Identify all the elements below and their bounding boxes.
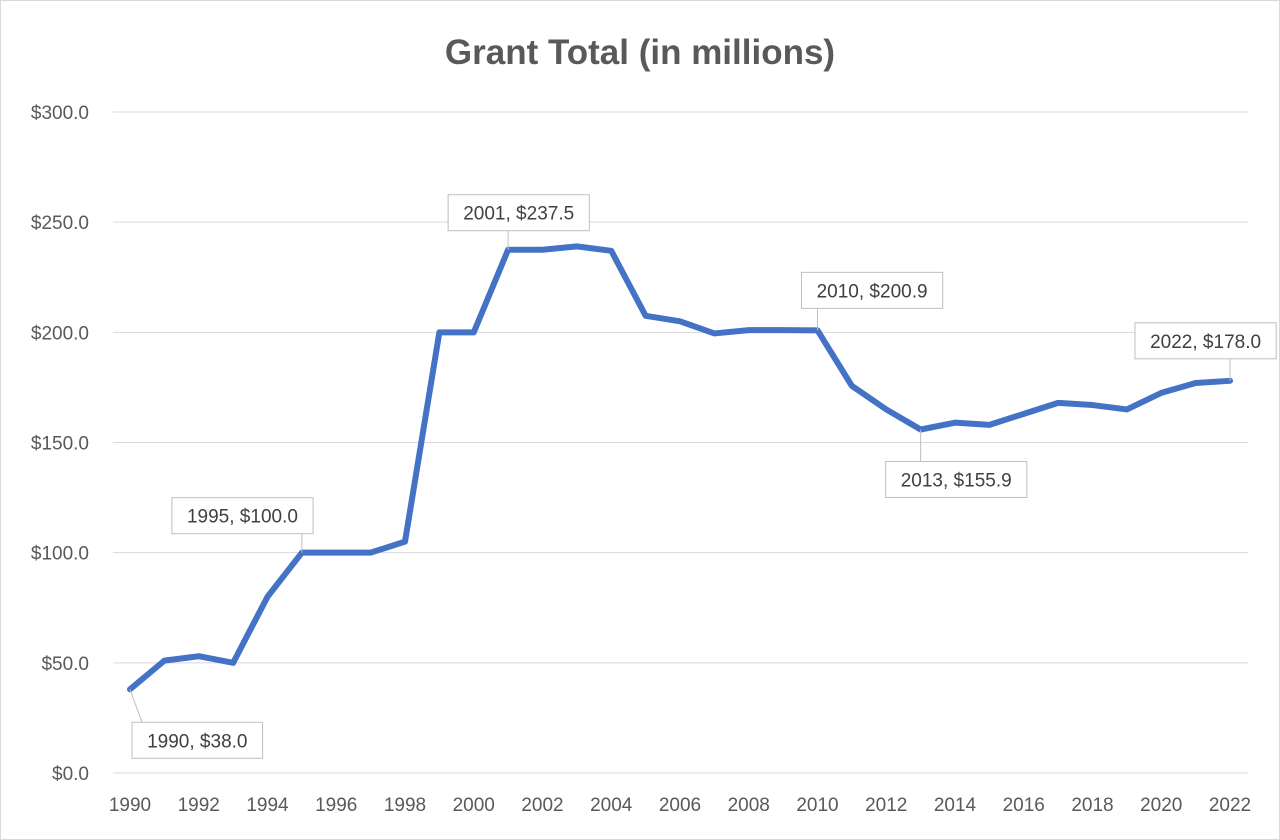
data-labels: 1990, $38.0 1995, $100.0 2001, $237.5 2010,… bbox=[129, 194, 1277, 759]
x-tick-label: 2016 bbox=[1003, 795, 1045, 816]
series-line bbox=[127, 243, 1233, 693]
series bbox=[127, 243, 1233, 693]
data-label: 2013, $155.9 bbox=[885, 429, 1028, 499]
label-box bbox=[885, 461, 1028, 499]
label-text: 1990, $38.0 bbox=[147, 731, 247, 752]
x-tick-label: 1992 bbox=[178, 795, 220, 816]
x-tick-label: 2012 bbox=[865, 795, 907, 816]
x-tick-label: 1994 bbox=[246, 795, 289, 816]
label-text: 2022, $178.0 bbox=[1150, 332, 1261, 353]
y-tick-label: $200.0 bbox=[31, 323, 89, 344]
x-axis-ticks: 1990 1992 1994 1996 1998 2000 2002 2004 2006 2008… bbox=[109, 795, 1251, 816]
y-tick-label: $50.0 bbox=[41, 654, 89, 675]
label-box bbox=[801, 271, 944, 309]
label-text: 2010, $200.9 bbox=[817, 281, 928, 302]
x-tick-label: 1996 bbox=[315, 795, 357, 816]
x-tick-label: 2000 bbox=[453, 795, 495, 816]
chart-title: Grant Total (in millions) bbox=[445, 33, 835, 72]
data-label: 1995, $100.0 bbox=[171, 497, 314, 553]
x-tick-label: 1998 bbox=[384, 795, 426, 816]
label-text: 2013, $155.9 bbox=[901, 471, 1012, 492]
callout-line bbox=[129, 689, 143, 723]
x-tick-label: 1990 bbox=[109, 795, 151, 816]
data-label: 1990, $38.0 bbox=[129, 689, 264, 759]
y-tick-label: $0.0 bbox=[52, 764, 89, 785]
label-box bbox=[447, 194, 590, 232]
y-axis-ticks: $0.0 $50.0 $100.0 $150.0 $200.0 $250.0 $300.0 bbox=[31, 103, 89, 785]
data-label: 2001, $237.5 bbox=[447, 194, 590, 250]
gridlines bbox=[113, 111, 1248, 774]
y-tick-label: $300.0 bbox=[31, 103, 89, 124]
data-label: 2022, $178.0 bbox=[1134, 322, 1277, 381]
label-text: 1995, $100.0 bbox=[187, 507, 298, 528]
x-tick-label: 2014 bbox=[934, 795, 977, 816]
y-tick-label: $250.0 bbox=[31, 213, 89, 234]
x-tick-label: 2022 bbox=[1209, 795, 1251, 816]
y-tick-label: $150.0 bbox=[31, 434, 89, 455]
x-tick-label: 2008 bbox=[728, 795, 770, 816]
y-tick-label: $100.0 bbox=[31, 544, 89, 565]
label-text: 2001, $237.5 bbox=[463, 204, 574, 225]
x-tick-label: 2020 bbox=[1140, 795, 1182, 816]
label-box bbox=[131, 721, 264, 759]
x-tick-label: 2006 bbox=[659, 795, 701, 816]
x-tick-label: 2018 bbox=[1071, 795, 1113, 816]
x-tick-label: 2004 bbox=[590, 795, 633, 816]
x-tick-label: 2002 bbox=[521, 795, 563, 816]
data-label: 2010, $200.9 bbox=[801, 271, 944, 331]
x-tick-label: 2010 bbox=[796, 795, 838, 816]
label-box bbox=[171, 497, 314, 535]
label-box bbox=[1134, 322, 1277, 360]
